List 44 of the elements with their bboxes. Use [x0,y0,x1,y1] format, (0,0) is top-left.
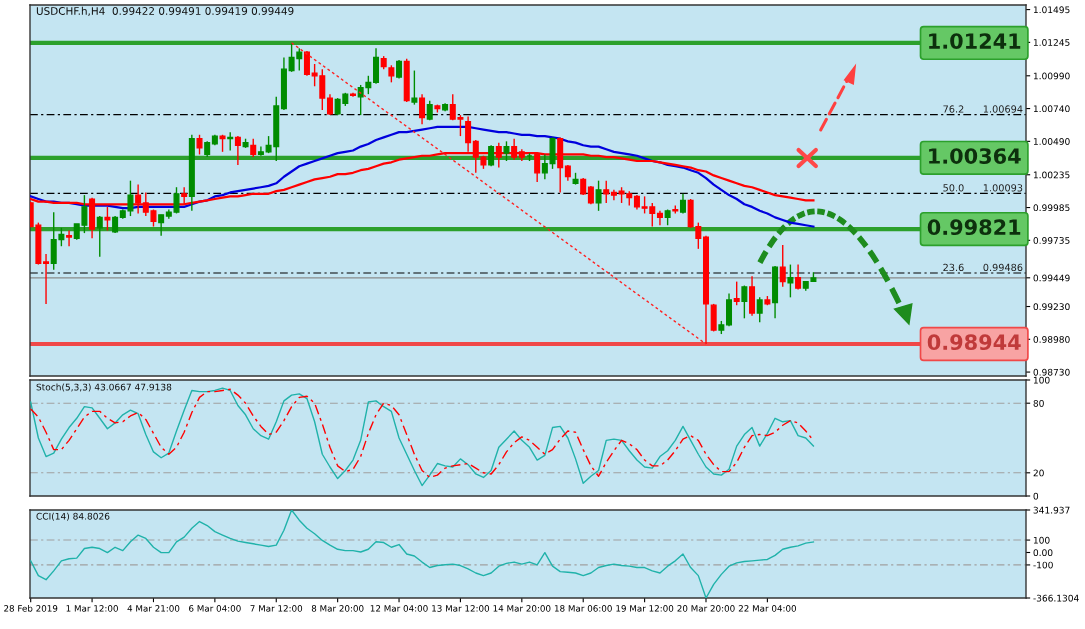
x-tick-label: 12 Mar 04:00 [370,605,428,612]
y-tick-label: 0.99985 [1033,204,1070,212]
y-tick-label: 20 [1033,469,1044,477]
x-tick-label: 14 Mar 20:00 [493,605,551,612]
ref-line-label: 50.0 1.00093 [943,184,1023,192]
chart-title: USDCHF.h,H4 0.99422 0.99491 0.99419 0.99449 [36,6,294,16]
y-tick-label: 1.00235 [1033,171,1070,179]
y-tick-label: 1.01245 [1033,39,1070,46]
x-tick-label: 28 Feb 2019 [4,604,58,612]
y-tick-label: 0.98730 [1033,368,1070,376]
x-tick-label: 1 Mar 12:00 [66,605,118,612]
x-tick-label: 6 Mar 04:00 [189,605,241,612]
y-tick-label: -366.1304 [1033,594,1079,602]
y-tick-label: 1.00740 [1033,105,1070,113]
y-tick-label: 80 [1033,399,1044,407]
y-tick-label: 0.99449 [1033,274,1070,282]
y-tick-label: -100 [1033,561,1053,569]
ref-line-label: 76.2 1.00694 [943,105,1023,113]
ref-line-label: 1.00364 [929,148,1021,164]
y-tick-label: 0.99735 [1033,237,1070,244]
chart-title: CCI(14) 84.8026 [36,512,110,521]
x-tick-label: 4 Mar 21:00 [127,605,180,612]
y-tick-label: 1.00990 [1033,72,1070,80]
chart-title: Stoch(5,3,3) 43.0667 47.9138 [36,383,172,392]
x-tick-label: 18 Mar 06:00 [554,605,612,612]
x-tick-label: 8 Mar 20:00 [311,605,364,612]
x-tick-label: 13 Mar 12:00 [432,605,490,612]
ref-line-label: 0.99821 [927,219,1021,236]
ref-line-label: 1.01241 [929,33,1021,49]
ref-line-label: 0.98944 [927,334,1021,351]
x-tick-label: 7 Mar 12:00 [250,605,303,612]
x-tick-label: 22 Mar 04:00 [738,605,797,612]
y-tick-label: 0 [1033,492,1039,500]
x-tick-label: 20 Mar 20:00 [677,605,735,612]
ref-line-label: 23.6 0.99486 [943,263,1023,272]
y-tick-label: 0.99230 [1033,303,1070,311]
y-tick-label: 1.01495 [1033,6,1070,14]
y-tick-label: 341.937 [1033,506,1070,514]
y-tick-label: 0.00 [1033,549,1053,557]
y-tick-label: 0.98980 [1033,336,1070,343]
y-tick-label: 1.00490 [1033,138,1070,145]
y-tick-label: 100 [1033,376,1050,384]
y-tick-label: 100 [1033,536,1050,544]
x-tick-label: 19 Mar 12:00 [616,605,674,612]
